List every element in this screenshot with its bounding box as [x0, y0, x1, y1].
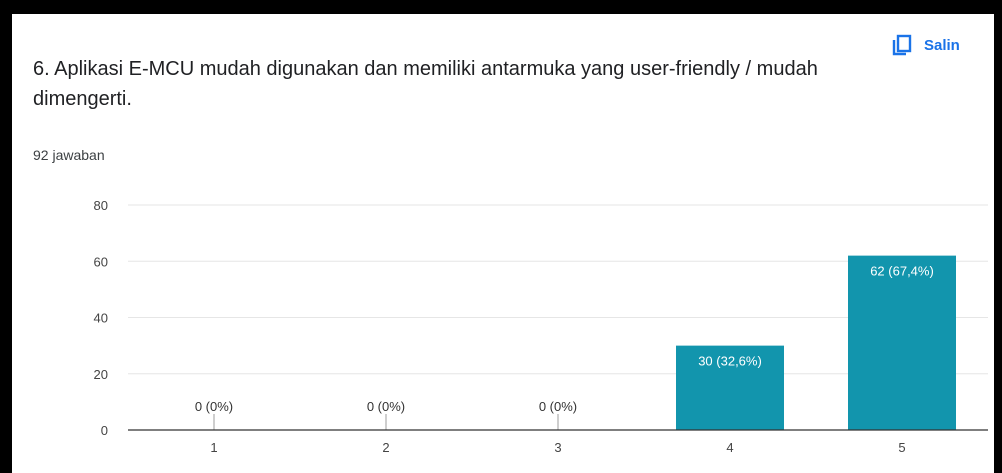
y-tick-label: 60	[94, 254, 108, 269]
x-tick-label: 3	[554, 440, 561, 455]
question-title: 6. Aplikasi E-MCU mudah digunakan dan me…	[33, 58, 818, 110]
bar	[676, 345, 784, 430]
response-count: 92 jawaban	[33, 147, 105, 163]
data-label: 0 (0%)	[195, 399, 233, 414]
x-tick-label: 1	[210, 440, 217, 455]
x-tick-label: 2	[382, 440, 389, 455]
copy-button-label: Salin	[924, 36, 960, 54]
copy-icon	[892, 34, 912, 56]
copy-button[interactable]: Salin	[892, 34, 960, 56]
y-tick-label: 40	[94, 311, 108, 326]
data-label: 30 (32,6%)	[698, 354, 762, 369]
data-label: 62 (67,4%)	[870, 264, 934, 279]
x-tick-label: 5	[898, 440, 905, 455]
y-tick-label: 80	[94, 198, 108, 213]
bar	[848, 255, 956, 430]
data-label: 0 (0%)	[367, 399, 405, 414]
y-tick-label: 0	[101, 423, 108, 438]
question-card: 6. Aplikasi E-MCU mudah digunakan dan me…	[12, 14, 994, 473]
data-label: 0 (0%)	[539, 399, 577, 414]
x-tick-label: 4	[726, 440, 733, 455]
y-tick-label: 20	[94, 367, 108, 382]
